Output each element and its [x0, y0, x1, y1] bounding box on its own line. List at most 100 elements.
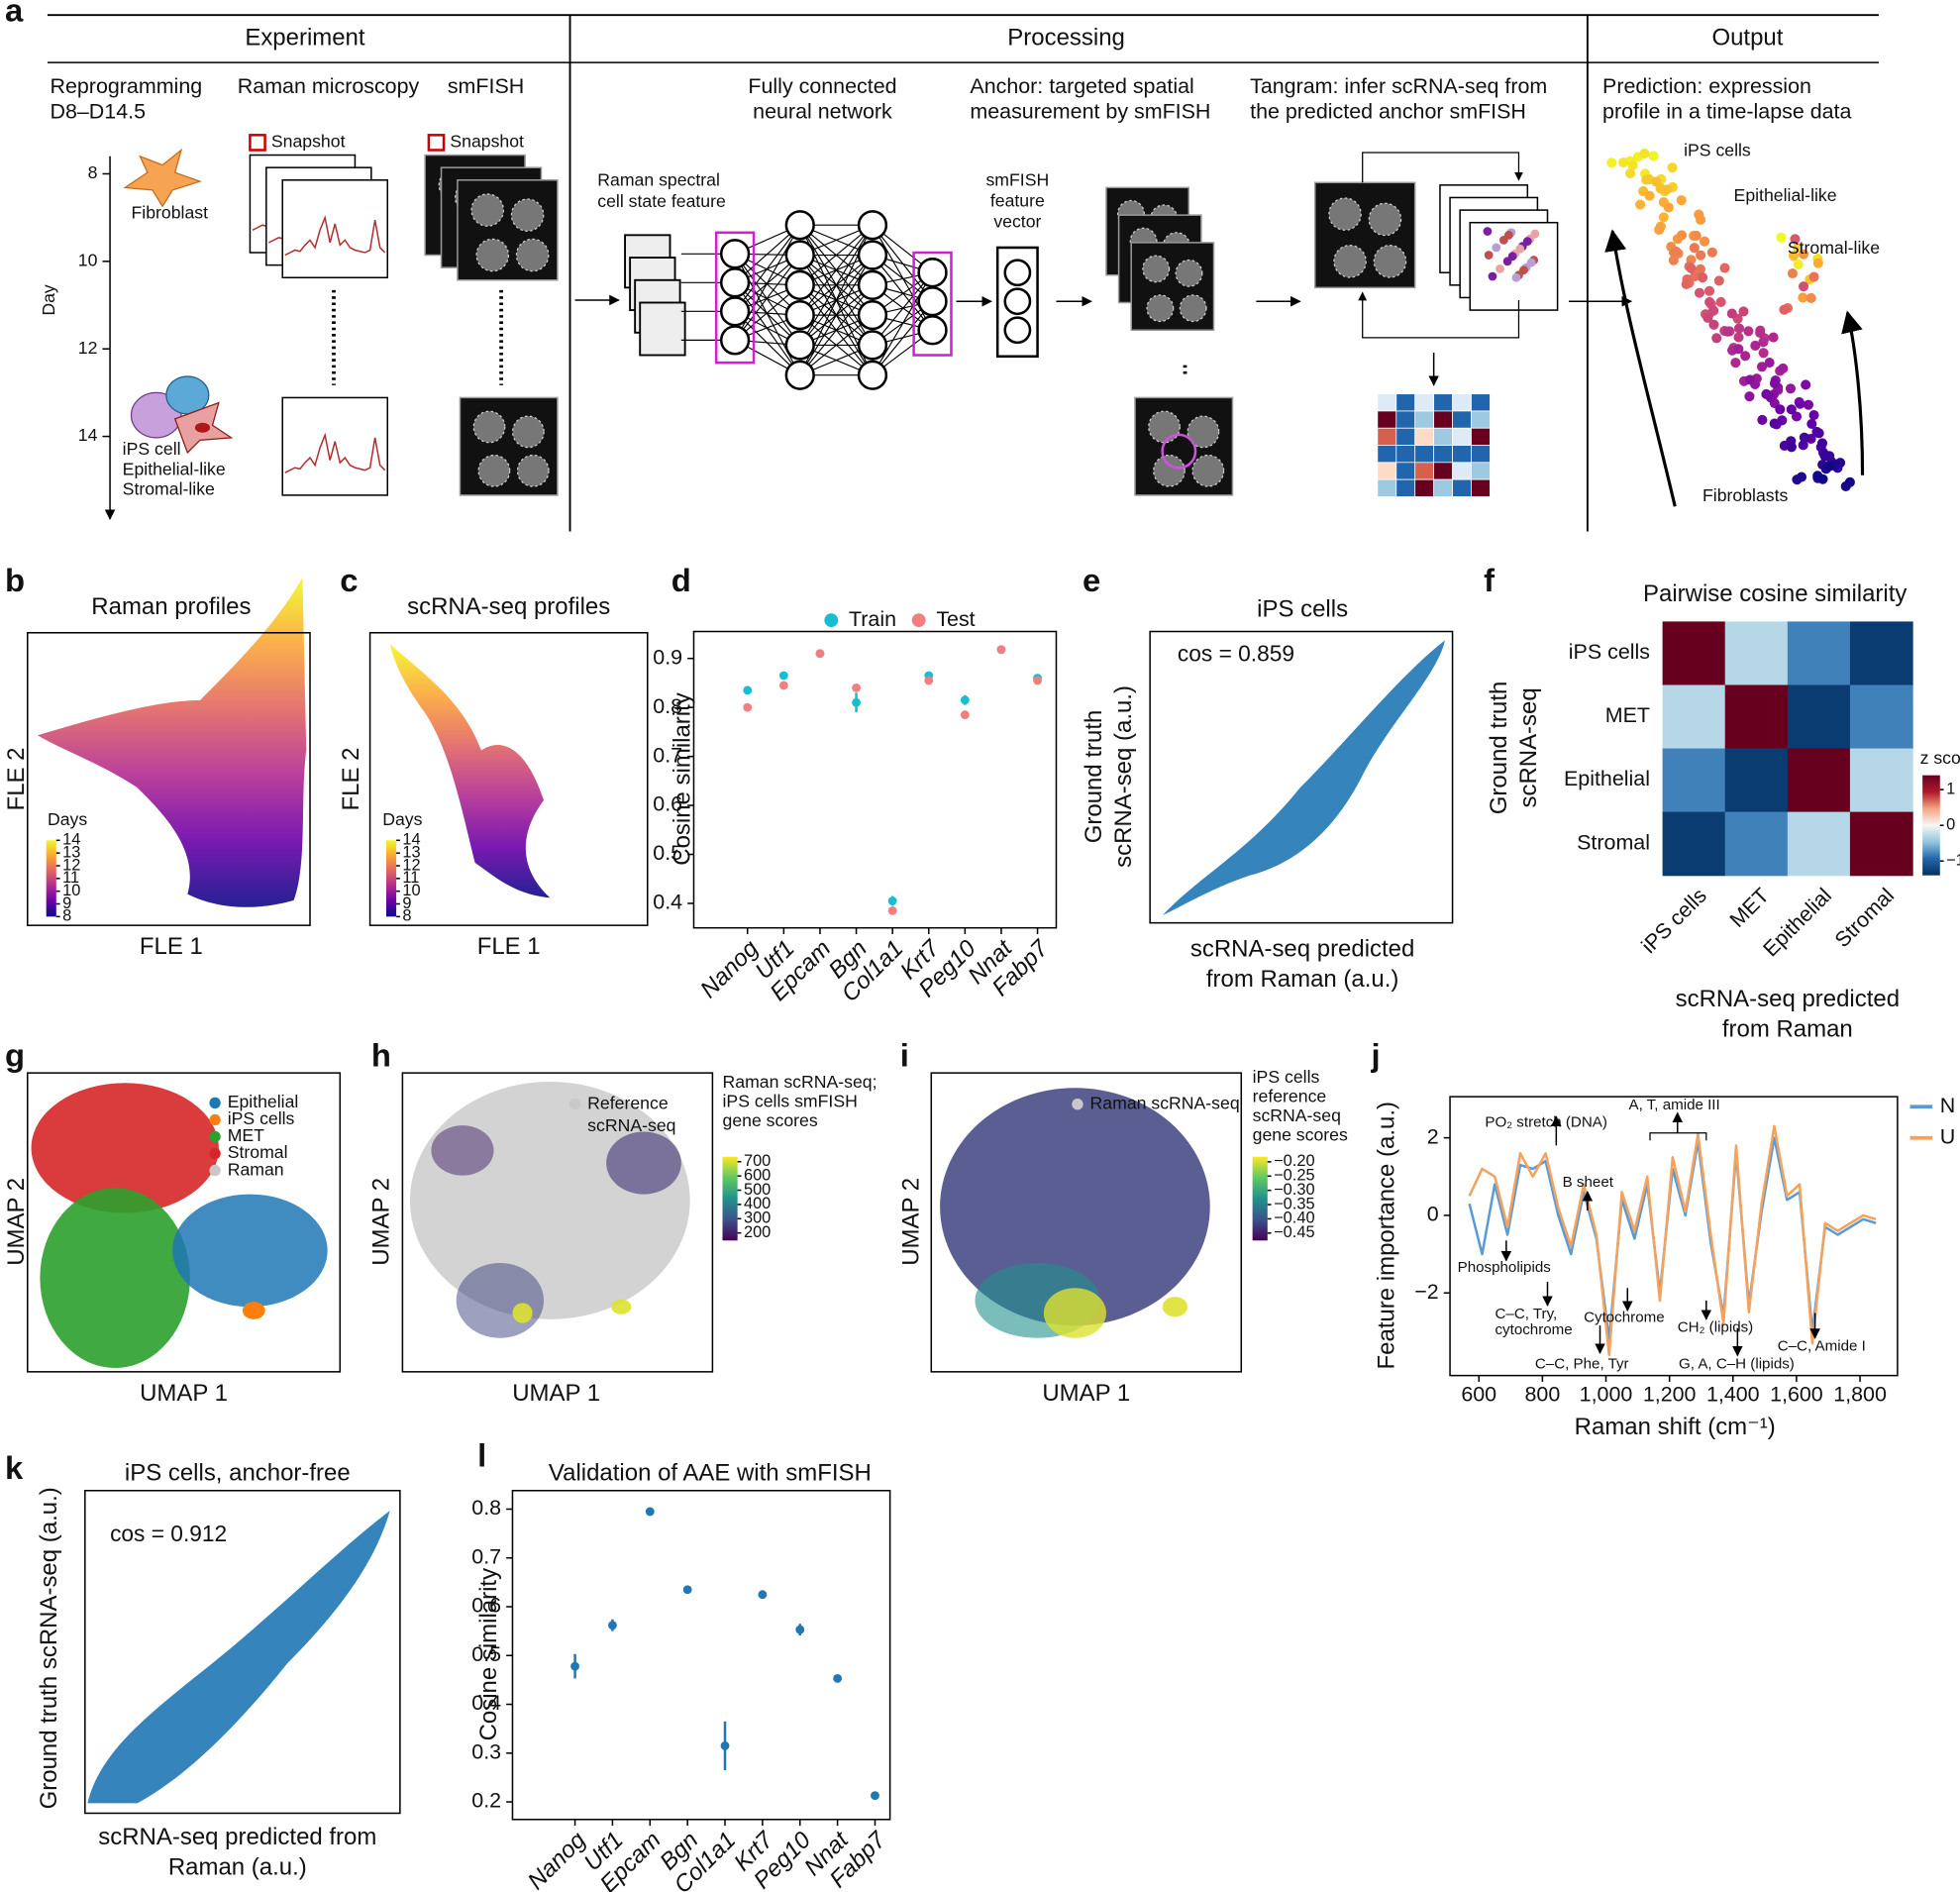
label: Anchor: targeted spatial: [970, 74, 1193, 98]
colorbar-label: Days: [382, 809, 422, 829]
trajectory-dot: [1798, 440, 1808, 451]
data-point: [852, 697, 861, 707]
trajectory-dot: [1696, 250, 1706, 261]
label: feature: [990, 191, 1045, 211]
panel-letter: e: [1083, 562, 1100, 598]
plot-frame: [27, 632, 311, 926]
trajectory-dot: [1844, 476, 1855, 487]
cell-outline: [1148, 410, 1181, 444]
panel-letter: j: [1371, 1037, 1381, 1074]
cell-outline: [477, 454, 511, 487]
trajectory-dot: [1790, 234, 1801, 245]
label: the predicted anchor smFISH: [1250, 99, 1526, 123]
tangram-cell: [1452, 427, 1472, 446]
tangram-cell: [1452, 393, 1472, 412]
nn-node: [784, 330, 815, 361]
data-point: [795, 1625, 805, 1634]
x-tick-label: 800: [1524, 1383, 1560, 1407]
nn-edge: [799, 284, 874, 376]
legend-marker: [209, 1097, 221, 1109]
trajectory-dot: [1779, 304, 1790, 315]
plot-frame: [84, 1490, 401, 1815]
trajectory-dot: [1744, 374, 1755, 385]
cell-outline: [1328, 197, 1362, 231]
label: smFISH: [985, 170, 1049, 190]
heatmap-cell: [1849, 811, 1913, 877]
y-tick-label: 0.2: [471, 1789, 501, 1813]
tangram-cell: [1377, 427, 1397, 446]
chart-title: iPS cells, anchor-free: [125, 1460, 351, 1487]
trajectory-dot: [1719, 263, 1730, 273]
panel-letter: g: [5, 1037, 25, 1074]
y-axis-label: Feature importance (a.u.): [1373, 1102, 1399, 1369]
panel-letter: h: [371, 1037, 391, 1074]
point-cloud: [172, 1194, 328, 1308]
point-cloud: [87, 1510, 390, 1804]
tangram-cell: [1471, 393, 1491, 412]
colorbar-tick-label: 10: [402, 882, 420, 899]
tangram-cell: [1414, 393, 1435, 412]
data-point: [815, 649, 825, 659]
trajectory-dot: [1795, 398, 1805, 409]
x-axis-label: FLE 1: [477, 933, 541, 960]
colorbar-tick-label: 9: [62, 894, 71, 912]
trajectory-dot: [1776, 232, 1787, 243]
point-cloud: [31, 1083, 219, 1213]
tangram-cell: [1471, 427, 1491, 446]
colorbar-tick-label: −0.30: [1274, 1181, 1314, 1199]
legend-label: U: [1940, 1124, 1955, 1148]
data-point: [887, 905, 897, 915]
label: cell state feature: [597, 191, 726, 211]
day-tick-label: 8: [88, 162, 98, 182]
x-axis-label: scRNA-seq predicted: [1676, 986, 1900, 1012]
nn-node: [784, 240, 815, 270]
panel-letter: d: [671, 562, 691, 598]
tangram-cell: [1433, 410, 1453, 429]
trajectory-dot: [1662, 184, 1673, 195]
nn-edge: [734, 281, 801, 346]
nn-box: [714, 231, 756, 365]
cell-outline: [1179, 294, 1207, 323]
tangram-dot: [1507, 252, 1517, 262]
tangram-cell: [1377, 393, 1397, 412]
tangram-cell: [1395, 478, 1416, 497]
data-line: [1468, 1124, 1877, 1357]
annotation: C–C, Phe, Tyr: [1535, 1355, 1629, 1372]
nn-node: [719, 325, 751, 356]
trajectory-dot: [1671, 246, 1682, 257]
trajectory-dot: [1769, 418, 1780, 429]
data-point: [720, 1740, 730, 1750]
trajectory-dot: [1788, 251, 1800, 262]
data-point: [743, 702, 753, 712]
row-label: MET: [1605, 703, 1650, 727]
annotation: cytochrome: [1495, 1321, 1572, 1338]
point-cloud: [1043, 1288, 1106, 1338]
point-cloud: [1162, 1297, 1188, 1317]
trajectory-dot: [1758, 337, 1769, 348]
y-tick-label: −2: [1414, 1280, 1438, 1304]
nn-node: [857, 299, 888, 331]
colorbar-label: reference: [1253, 1086, 1327, 1105]
cell-outline: [1142, 255, 1171, 283]
trajectory-dot: [1791, 411, 1803, 422]
cell-outline: [516, 454, 550, 487]
trajectory-dot: [1740, 351, 1751, 362]
nucleus-icon: [194, 422, 211, 433]
legend-label: Test: [936, 607, 975, 631]
data-point: [871, 1791, 879, 1801]
cell-outline: [1146, 294, 1175, 323]
y-axis-label: UMAP 2: [898, 1178, 925, 1266]
row-label: iPS cells: [1569, 640, 1650, 664]
colorbar-label: z score: [1920, 748, 1960, 768]
trajectory-dot: [1641, 174, 1652, 185]
colorbar-tick-label: 500: [744, 1181, 771, 1199]
trajectory-dot: [1744, 391, 1755, 402]
y-tick-label: 0.6: [653, 792, 682, 816]
tangram-cell: [1433, 393, 1453, 412]
point-cloud: [242, 1302, 265, 1319]
point-cloud: [431, 1125, 494, 1176]
cell-outline: [1191, 454, 1225, 487]
trajectory-dot: [1813, 428, 1824, 439]
trajectory-dot: [1635, 199, 1646, 210]
tangram-dot: [1511, 272, 1521, 282]
